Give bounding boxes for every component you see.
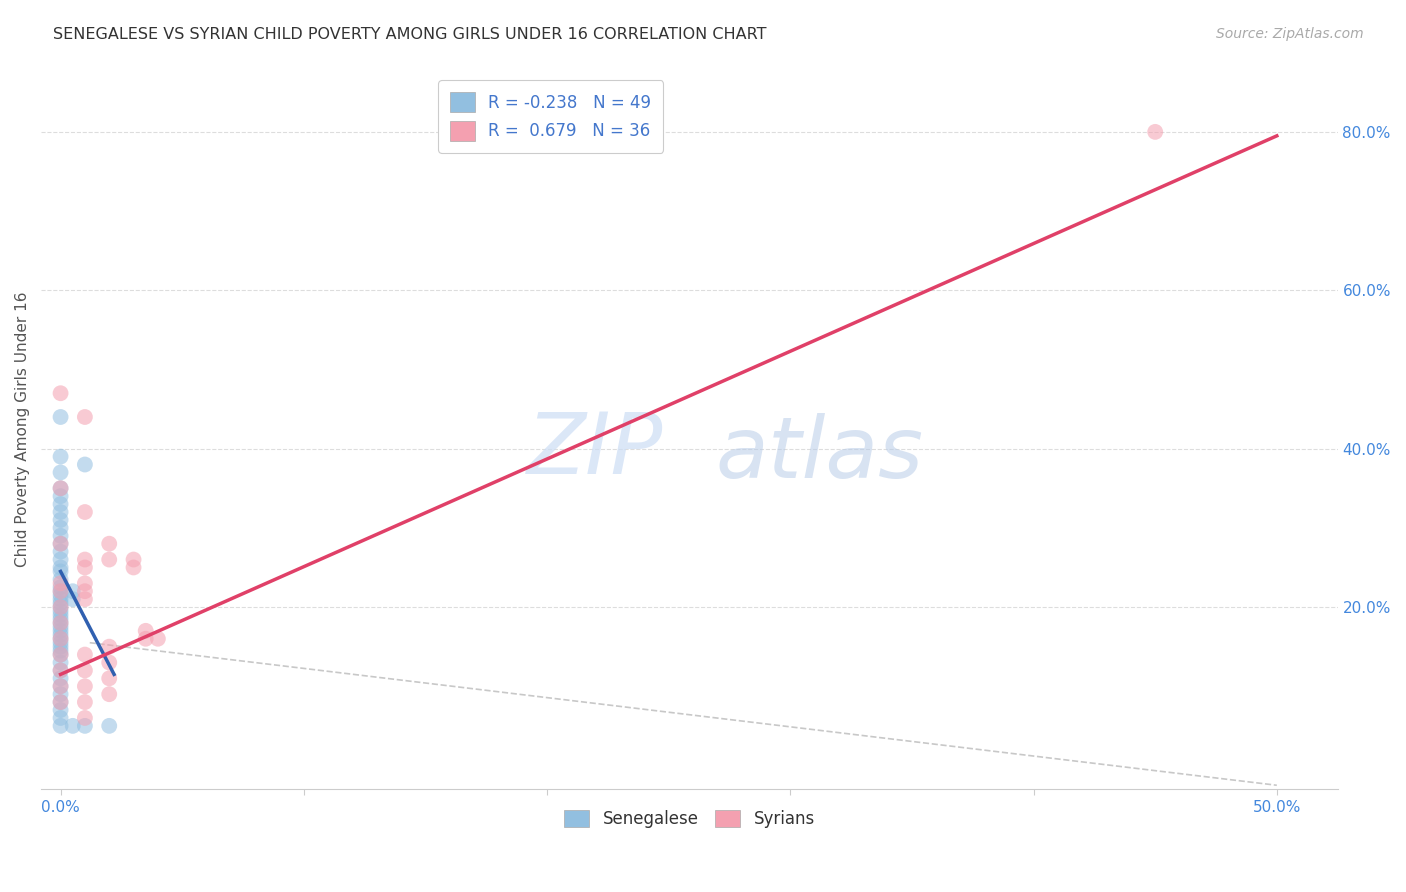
Point xyxy=(49,600,72,615)
Point xyxy=(62,584,84,599)
Point xyxy=(73,552,96,566)
Point xyxy=(49,529,72,543)
Point xyxy=(98,640,121,654)
Point xyxy=(49,648,72,662)
Point xyxy=(49,695,72,709)
Point xyxy=(49,632,72,646)
Point xyxy=(49,481,72,495)
Point xyxy=(49,552,72,566)
Point xyxy=(49,632,72,646)
Legend: Senegalese, Syrians: Senegalese, Syrians xyxy=(557,804,821,835)
Point xyxy=(49,386,72,401)
Point xyxy=(98,537,121,551)
Point xyxy=(49,450,72,464)
Point xyxy=(49,624,72,638)
Point xyxy=(122,560,145,574)
Point xyxy=(73,679,96,693)
Point xyxy=(135,632,157,646)
Point xyxy=(49,596,72,610)
Point xyxy=(73,409,96,424)
Point xyxy=(49,703,72,717)
Point xyxy=(49,679,72,693)
Point xyxy=(49,481,72,495)
Point xyxy=(49,640,72,654)
Point xyxy=(49,537,72,551)
Point xyxy=(62,719,84,733)
Point xyxy=(98,656,121,670)
Point xyxy=(122,552,145,566)
Point xyxy=(73,719,96,733)
Y-axis label: Child Poverty Among Girls Under 16: Child Poverty Among Girls Under 16 xyxy=(15,291,30,566)
Point xyxy=(49,656,72,670)
Point xyxy=(146,632,169,646)
Point xyxy=(98,671,121,685)
Point xyxy=(49,560,72,574)
Point xyxy=(49,513,72,527)
Point xyxy=(49,537,72,551)
Text: Source: ZipAtlas.com: Source: ZipAtlas.com xyxy=(1216,27,1364,41)
Point xyxy=(49,687,72,701)
Point xyxy=(49,664,72,678)
Point xyxy=(73,664,96,678)
Point xyxy=(73,584,96,599)
Point xyxy=(49,615,72,630)
Point xyxy=(49,719,72,733)
Point xyxy=(73,576,96,591)
Point xyxy=(49,576,72,591)
Point xyxy=(49,521,72,535)
Point xyxy=(62,592,84,607)
Point xyxy=(49,572,72,586)
Point xyxy=(49,671,72,685)
Point xyxy=(73,505,96,519)
Point xyxy=(73,711,96,725)
Point xyxy=(49,584,72,599)
Point xyxy=(73,695,96,709)
Point xyxy=(49,628,72,642)
Point xyxy=(49,580,72,594)
Point xyxy=(49,592,72,607)
Text: ZIP: ZIP xyxy=(527,409,664,492)
Point xyxy=(49,648,72,662)
Point xyxy=(49,409,72,424)
Point xyxy=(49,588,72,602)
Point xyxy=(98,687,121,701)
Point xyxy=(49,679,72,693)
Point xyxy=(49,489,72,503)
Point xyxy=(73,560,96,574)
Point xyxy=(49,544,72,558)
Point xyxy=(73,592,96,607)
Point xyxy=(49,612,72,626)
Point xyxy=(1144,125,1167,139)
Text: SENEGALESE VS SYRIAN CHILD POVERTY AMONG GIRLS UNDER 16 CORRELATION CHART: SENEGALESE VS SYRIAN CHILD POVERTY AMONG… xyxy=(53,27,766,42)
Point xyxy=(73,458,96,472)
Point xyxy=(49,565,72,579)
Point xyxy=(49,584,72,599)
Point xyxy=(135,624,157,638)
Point xyxy=(49,636,72,650)
Point xyxy=(49,466,72,480)
Point xyxy=(49,615,72,630)
Point xyxy=(98,719,121,733)
Point xyxy=(49,497,72,511)
Point xyxy=(49,620,72,634)
Point xyxy=(98,552,121,566)
Point xyxy=(49,505,72,519)
Point xyxy=(73,648,96,662)
Point xyxy=(49,695,72,709)
Point xyxy=(49,604,72,618)
Point xyxy=(49,607,72,622)
Point xyxy=(49,664,72,678)
Point xyxy=(49,643,72,657)
Point xyxy=(49,600,72,615)
Text: atlas: atlas xyxy=(716,413,924,496)
Point xyxy=(49,711,72,725)
